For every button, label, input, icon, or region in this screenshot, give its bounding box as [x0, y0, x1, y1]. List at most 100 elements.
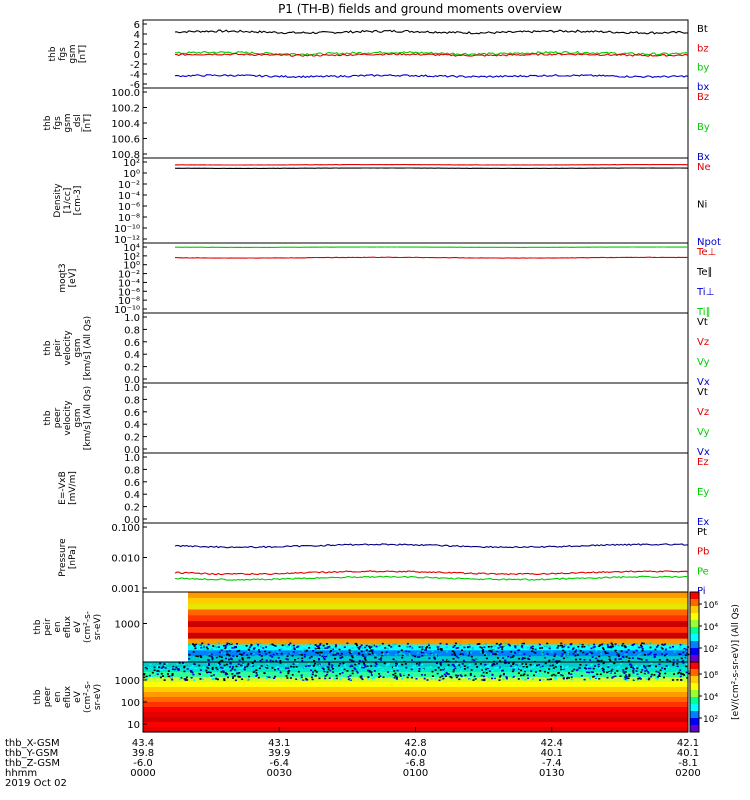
- speckle-mark: [643, 672, 646, 675]
- speckle-mark: [521, 657, 524, 660]
- speckle-mark: [637, 674, 640, 677]
- speckle-mark: [445, 646, 448, 649]
- speckle-mark: [583, 645, 586, 648]
- y-tick-label: 10²: [123, 158, 140, 169]
- speckle-mark: [160, 667, 163, 669]
- speckle-mark: [283, 655, 286, 658]
- speckle-mark: [512, 649, 514, 652]
- speckle-mark: [362, 665, 365, 668]
- y-tick-label: 0.010: [111, 554, 140, 565]
- speckle-mark: [579, 676, 581, 678]
- speckle-mark: [523, 653, 526, 655]
- speckle-mark: [234, 669, 237, 671]
- speckle-mark: [286, 658, 289, 661]
- speckle-mark: [164, 676, 167, 679]
- speckle-mark: [518, 662, 521, 665]
- speckle-mark: [529, 656, 532, 659]
- speckle-mark: [207, 663, 210, 665]
- speckle-mark: [581, 646, 584, 648]
- speckle-mark: [322, 668, 325, 671]
- speckle-mark: [300, 674, 303, 677]
- legend-label: Bx: [697, 152, 710, 163]
- speckle-mark: [143, 673, 146, 676]
- speckle-mark: [199, 669, 202, 671]
- speckle-mark: [455, 676, 458, 679]
- speckle-mark: [316, 672, 319, 674]
- speckle-mark: [625, 667, 628, 669]
- speckle-mark: [257, 645, 260, 648]
- speckle-mark: [483, 675, 485, 678]
- speckle-mark: [402, 654, 404, 656]
- speckle-mark: [585, 664, 588, 667]
- speckle-mark: [148, 674, 151, 677]
- speckle-mark: [645, 678, 648, 680]
- spectrogram-band: [143, 682, 688, 688]
- x-tick-label: -6.4: [269, 758, 289, 769]
- speckle-mark: [409, 673, 412, 675]
- speckle-mark: [393, 676, 396, 679]
- speckle-mark: [418, 649, 421, 652]
- speckle-mark: [207, 674, 210, 676]
- speckle-mark: [511, 656, 514, 658]
- speckle-mark: [525, 666, 528, 668]
- speckle-mark: [247, 650, 250, 653]
- speckle-mark: [325, 666, 328, 669]
- speckle-mark: [368, 653, 371, 655]
- speckle-mark: [585, 670, 588, 672]
- speckle-mark: [191, 657, 193, 660]
- speckle-mark: [482, 659, 485, 661]
- speckle-mark: [528, 658, 531, 661]
- speckle-mark: [162, 675, 164, 677]
- x-row-label: 2019 Oct 02: [5, 778, 67, 789]
- y-tick-label: 0.001: [111, 584, 140, 595]
- series-Pb-line: [174, 570, 689, 576]
- speckle-mark: [400, 649, 403, 651]
- speckle-mark: [411, 656, 414, 659]
- speckle-mark: [359, 646, 362, 648]
- speckle-mark: [222, 648, 225, 651]
- spectrogram-band: [143, 687, 688, 693]
- speckle-mark: [385, 657, 388, 660]
- speckle-mark: [592, 676, 595, 678]
- speckle-mark: [314, 662, 317, 665]
- spectrogram-band: [188, 638, 688, 646]
- speckle-mark: [316, 645, 319, 647]
- speckle-mark: [159, 662, 162, 665]
- speckle-mark: [452, 646, 455, 648]
- speckle-mark: [639, 678, 642, 680]
- speckle-mark: [322, 644, 325, 647]
- legend-label: bx: [697, 82, 709, 93]
- speckle-mark: [646, 665, 649, 668]
- speckle-mark: [656, 678, 659, 680]
- speckle-mark: [392, 673, 395, 676]
- speckle-mark: [193, 679, 196, 681]
- y-tick-label: 100: [121, 698, 140, 709]
- speckle-mark: [484, 654, 486, 656]
- speckle-mark: [485, 672, 488, 674]
- speckle-mark: [183, 663, 186, 666]
- speckle-mark: [403, 673, 405, 675]
- speckle-mark: [523, 657, 526, 660]
- speckle-mark: [468, 652, 471, 655]
- speckle-mark: [156, 673, 159, 675]
- speckle-mark: [252, 671, 255, 673]
- speckle-mark: [238, 670, 241, 673]
- speckle-mark: [308, 663, 311, 665]
- speckle-mark: [310, 669, 313, 672]
- speckle-mark: [328, 663, 331, 666]
- y-tick-label: 2: [134, 40, 140, 51]
- colorbar-tick-label: 10⁶: [703, 601, 718, 611]
- speckle-mark: [455, 664, 457, 666]
- speckle-mark: [553, 677, 556, 679]
- speckle-mark: [658, 663, 661, 666]
- speckle-mark: [658, 659, 661, 661]
- speckle-mark: [418, 656, 421, 658]
- speckle-mark: [407, 674, 410, 676]
- speckle-mark: [294, 662, 297, 664]
- speckle-mark: [576, 654, 579, 656]
- speckle-mark: [378, 645, 381, 647]
- speckle-mark: [298, 652, 301, 655]
- speckle-mark: [413, 665, 416, 667]
- speckle-mark: [314, 674, 317, 677]
- speckle-mark: [228, 658, 231, 661]
